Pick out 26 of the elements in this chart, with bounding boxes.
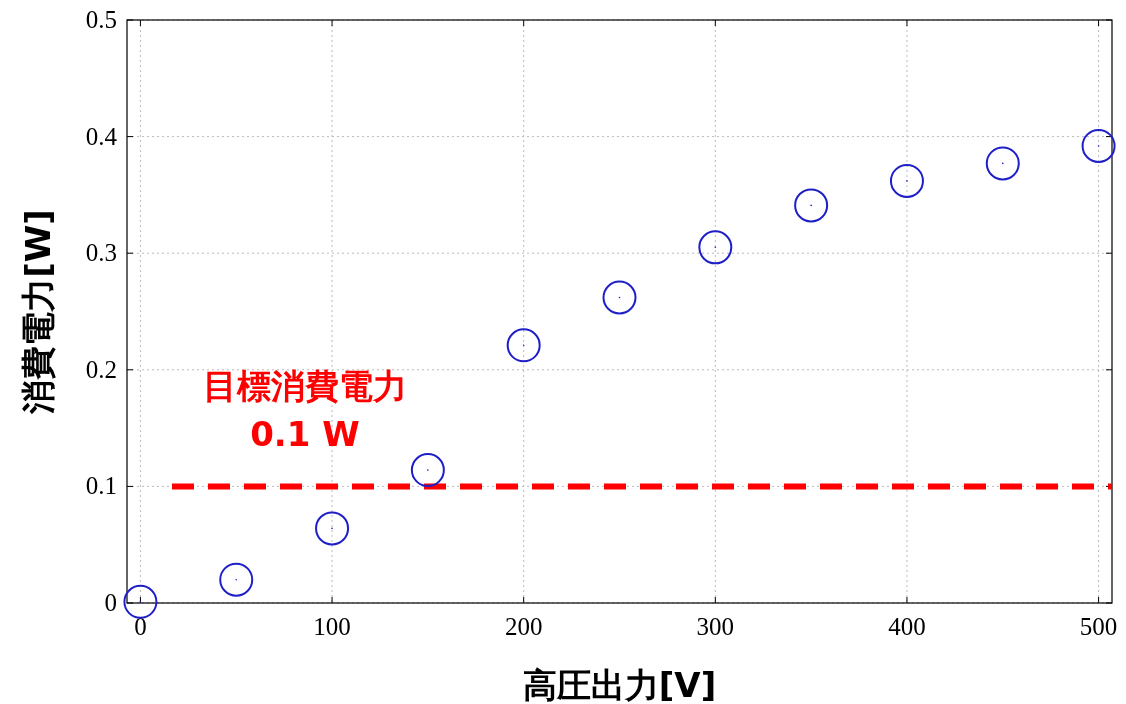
x-tick-label: 200 xyxy=(504,613,543,640)
point xyxy=(315,511,350,546)
point xyxy=(219,562,254,597)
x-tick-label: 100 xyxy=(313,613,351,640)
y-axis-title: 消費電力[W] xyxy=(18,209,58,415)
y-tick-label: 0.2 xyxy=(85,355,117,383)
point xyxy=(889,163,924,198)
y-tick-label: 0.3 xyxy=(85,239,117,267)
point xyxy=(1081,128,1116,163)
point xyxy=(506,328,541,363)
point xyxy=(602,280,637,315)
point xyxy=(698,230,733,265)
y-tick-label: 0.1 xyxy=(85,472,117,500)
x-tick-label: 300 xyxy=(696,613,735,640)
x-tick-label: 500 xyxy=(1079,613,1118,640)
point xyxy=(410,453,445,488)
y-tick-label: 0 xyxy=(104,589,117,616)
y-tick-label: 0.5 xyxy=(85,6,117,33)
x-axis-title: 高圧出力[V] xyxy=(522,665,717,704)
x-tick-label: 400 xyxy=(888,613,926,640)
point xyxy=(985,146,1020,181)
ref-line-label: 目標消費電力 0.1 W xyxy=(203,366,407,455)
point xyxy=(794,188,829,223)
point xyxy=(123,584,158,619)
x-tick-label: 0 xyxy=(134,613,147,640)
y-tick-label: 0.4 xyxy=(85,122,118,150)
